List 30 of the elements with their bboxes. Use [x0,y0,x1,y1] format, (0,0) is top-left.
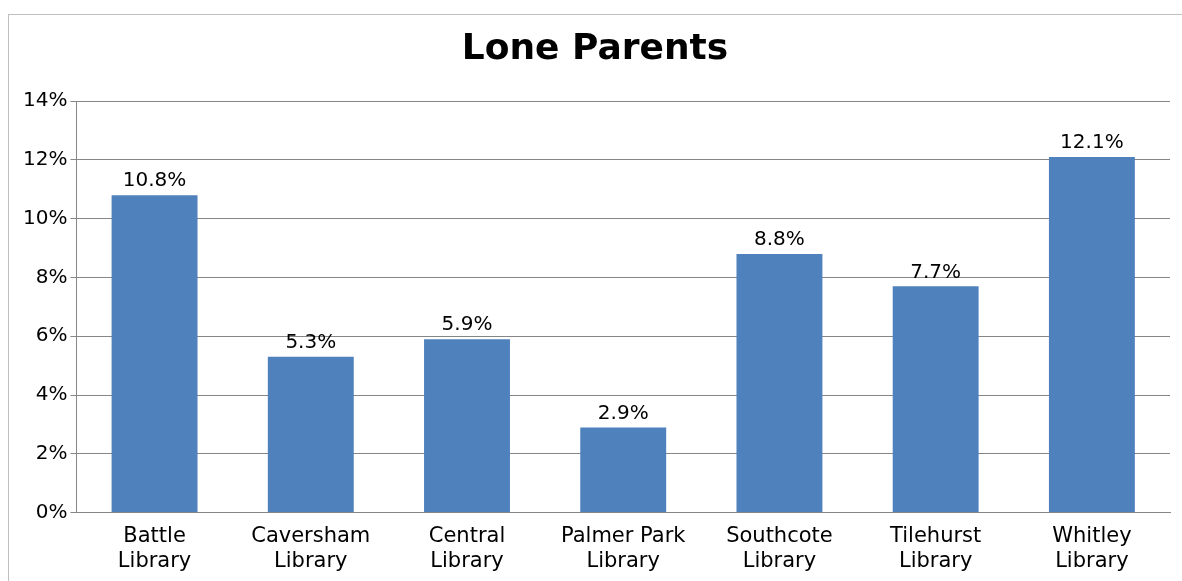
bar [736,254,823,513]
x-tick-label: Battle Library [117,522,192,572]
x-tick-label: Caversham Library [251,522,371,572]
data-label: 2.9% [597,399,649,424]
y-tick-label: 4% [35,381,68,406]
bar [1048,157,1135,513]
x-tick-label: Palmer Park Library [560,522,687,572]
chart-title: Lone Parents [461,25,729,67]
x-tick-label: Southcote Library [726,522,833,572]
y-tick-label: 2% [35,440,68,465]
y-tick-label: 6% [35,322,68,347]
data-label: 5.3% [285,329,337,354]
data-label: 12.1% [1060,129,1124,154]
data-label: 8.8% [754,226,805,251]
y-tick-label: 0% [35,498,68,523]
y-tick-label: 8% [35,263,68,288]
bar [892,286,979,513]
x-tick-label: Central Library [428,522,506,572]
y-tick-label: 10% [23,204,68,229]
y-tick-label: 12% [23,146,68,171]
data-label: 10.8% [122,167,187,192]
bar [580,427,667,513]
data-label: 7.7% [910,258,962,283]
data-label: 5.9% [441,311,493,336]
bar [267,356,354,513]
bar [111,195,198,513]
x-tick-label: Tilehurst Library [889,522,982,572]
y-tick-label: 14% [23,87,68,112]
x-tick-label: Whitley Library [1052,522,1132,572]
bar [424,339,510,513]
